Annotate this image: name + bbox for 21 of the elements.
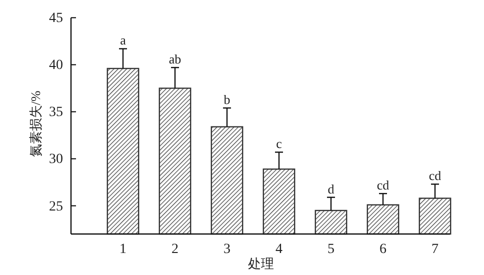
y-axis-title: 氮素损失/% bbox=[28, 90, 43, 158]
annotation: cd bbox=[376, 178, 390, 193]
y-tick-label: 45 bbox=[49, 11, 63, 26]
x-tick-label: 7 bbox=[432, 242, 438, 257]
x-tick-label: 6 bbox=[380, 242, 386, 257]
annotation: ab bbox=[168, 52, 182, 67]
y-tick-label: 25 bbox=[49, 199, 63, 214]
annotation: c bbox=[276, 136, 282, 152]
annotation: cd bbox=[428, 168, 442, 184]
annotation: a bbox=[120, 32, 126, 48]
x-tick-label: 4 bbox=[276, 242, 282, 257]
y-tick-label: 40 bbox=[49, 58, 63, 74]
x-tick-label: 2 bbox=[172, 242, 178, 257]
x-tick-label: 5 bbox=[328, 242, 334, 257]
y-tick-label: 35 bbox=[49, 105, 63, 120]
annotation: b bbox=[224, 92, 230, 107]
x-tick-label: 3 bbox=[224, 242, 230, 257]
y-tick-label: 30 bbox=[49, 152, 63, 168]
x-axis-title: 处理 bbox=[248, 256, 274, 271]
x-tick-label: 1 bbox=[120, 242, 126, 257]
annotation: d bbox=[328, 181, 335, 196]
